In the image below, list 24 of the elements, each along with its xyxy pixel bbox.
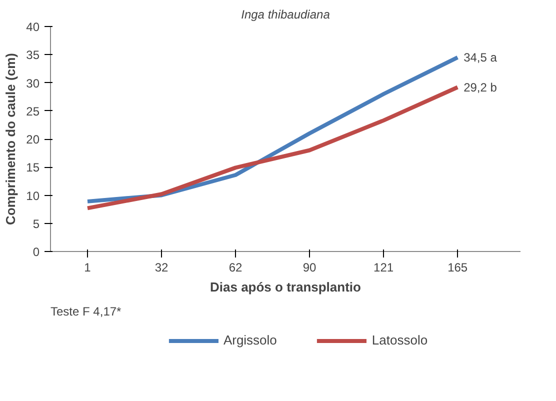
- y-axis-title: Comprimento do caule (cm): [3, 53, 18, 225]
- x-tick-label: 165: [448, 260, 468, 274]
- y-tick-label: 20: [26, 132, 40, 146]
- line-series: [86, 85, 460, 210]
- data-label: 29,2 b: [464, 80, 498, 94]
- x-tick-label: 121: [374, 260, 394, 274]
- legend-label: Argissolo: [223, 332, 277, 348]
- y-tick-label: 0: [32, 245, 40, 259]
- legend-label: Latossolo: [372, 332, 428, 348]
- y-tick-label: 15: [26, 160, 40, 175]
- y-tick-label: 10: [26, 188, 40, 203]
- chart-title: Inga thibaudiana: [241, 8, 330, 22]
- text: Teste F 4,17*: [50, 304, 122, 318]
- x-tick-label: 32: [154, 260, 169, 274]
- data-label: 34,5 a: [464, 50, 498, 64]
- x-axis-title: Dias após o transplantio: [210, 280, 362, 294]
- x-tick-label: 90: [302, 260, 317, 274]
- y-tick-label: 35: [26, 48, 40, 62]
- x-tick-label: 62: [228, 260, 243, 274]
- x-tick-label: 1: [84, 260, 92, 274]
- y-tick-label: 30: [26, 76, 40, 90]
- y-tick-label: 5: [32, 216, 40, 231]
- y-tick-label: 25: [26, 104, 40, 118]
- y-tick-label: 40: [26, 20, 40, 34]
